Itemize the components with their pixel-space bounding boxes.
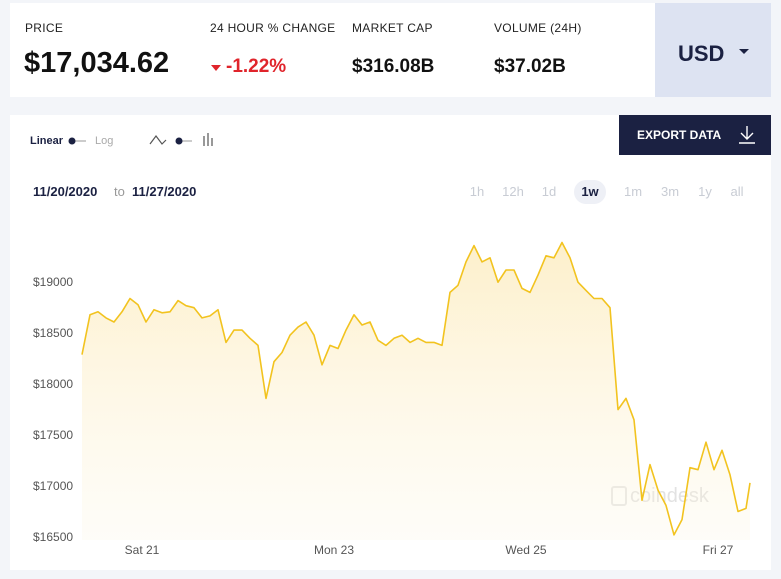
- stat-value: $316.08B: [352, 56, 435, 77]
- stat-label: PRICE: [25, 21, 64, 35]
- scale-option[interactable]: Log: [95, 135, 114, 147]
- stats-card: [10, 3, 655, 97]
- x-tick-label: Sat 21: [125, 543, 160, 557]
- date-to[interactable]: 11/27/2020: [132, 184, 197, 199]
- stat-value: -1.22%: [226, 56, 287, 77]
- y-tick-label: $18000: [33, 377, 73, 391]
- chart-type-toggle[interactable]: [148, 132, 218, 150]
- currency-label: USD: [678, 41, 725, 66]
- range-button[interactable]: 1d: [541, 184, 557, 199]
- caret: [739, 49, 749, 54]
- range-button[interactable]: 3m: [660, 184, 680, 199]
- stat-value: $37.02B: [494, 56, 566, 77]
- date-separator: to: [114, 184, 125, 199]
- stat-value: $17,034.62: [24, 47, 170, 79]
- range-button[interactable]: 1h: [469, 184, 485, 199]
- scale-toggle[interactable]: [68, 136, 88, 146]
- y-tick-label: $18500: [33, 326, 73, 340]
- export-button[interactable]: EXPORT DATA: [619, 115, 771, 155]
- y-tick-label: $16500: [33, 530, 73, 544]
- range-button[interactable]: 12h: [502, 184, 524, 199]
- y-tick-label: $19000: [33, 275, 73, 289]
- stat-label: VOLUME (24H): [494, 21, 582, 35]
- range-button[interactable]: 1m: [623, 184, 643, 199]
- y-tick-label: $17500: [33, 428, 73, 442]
- download-icon: [739, 126, 755, 144]
- y-tick-label: $17000: [33, 479, 73, 493]
- currency-select[interactable]: USD: [655, 3, 771, 97]
- stat-label: MARKET CAP: [352, 21, 433, 35]
- date-from[interactable]: 11/20/2020: [33, 184, 98, 199]
- scale-option[interactable]: Linear: [30, 135, 64, 147]
- price-line: [81, 241, 751, 536]
- range-button[interactable]: 1y: [698, 184, 712, 199]
- area: [82, 242, 750, 540]
- range-button[interactable]: all: [730, 184, 744, 199]
- x-tick-label: Mon 23: [314, 543, 354, 557]
- range-button[interactable]: 1w: [574, 180, 606, 204]
- export-label: EXPORT DATA: [637, 128, 722, 142]
- down-arrow: [211, 65, 221, 71]
- stat-label: 24 HOUR % CHANGE: [210, 21, 336, 35]
- x-tick-label: Fri 27: [703, 543, 734, 557]
- x-tick-label: Wed 25: [505, 543, 546, 557]
